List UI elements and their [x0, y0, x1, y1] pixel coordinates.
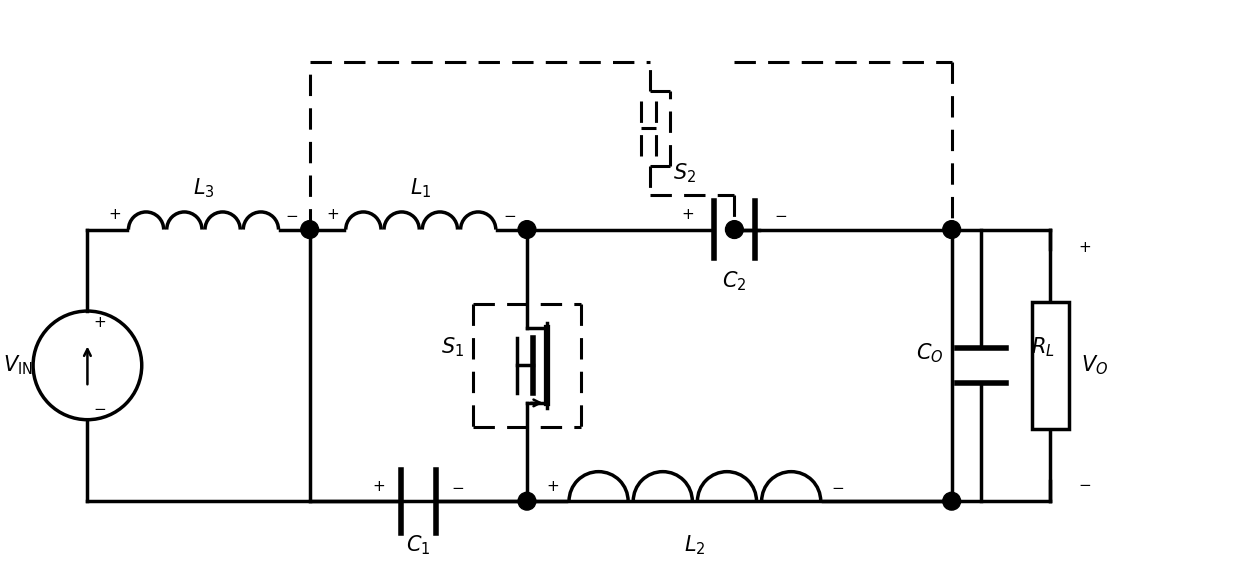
- Circle shape: [942, 493, 961, 510]
- Text: $-$: $-$: [774, 207, 787, 222]
- Text: $C_O$: $C_O$: [916, 342, 944, 365]
- Text: +: +: [93, 315, 105, 330]
- Text: $-$: $-$: [285, 207, 299, 222]
- Text: $C_2$: $C_2$: [722, 269, 746, 293]
- Circle shape: [942, 220, 961, 238]
- Circle shape: [518, 493, 536, 510]
- Text: +: +: [372, 479, 386, 494]
- Text: +: +: [547, 479, 559, 494]
- Text: $C_1$: $C_1$: [405, 534, 430, 558]
- Text: $-$: $-$: [502, 207, 516, 222]
- Text: $V_O$: $V_O$: [1081, 353, 1109, 377]
- Text: +: +: [682, 207, 694, 222]
- Text: $S_1$: $S_1$: [441, 336, 465, 360]
- Text: $L_3$: $L_3$: [192, 176, 215, 200]
- Text: $V_{\rm IN}$: $V_{\rm IN}$: [4, 353, 33, 377]
- Text: $-$: $-$: [831, 479, 843, 494]
- Text: $-$: $-$: [93, 401, 105, 415]
- Text: +: +: [326, 207, 339, 222]
- Circle shape: [725, 220, 743, 238]
- Text: $R_L$: $R_L$: [1030, 336, 1054, 360]
- Text: $-$: $-$: [451, 479, 465, 494]
- Text: +: +: [1079, 240, 1091, 255]
- Text: $L_2$: $L_2$: [684, 534, 706, 558]
- Text: $L_1$: $L_1$: [410, 176, 432, 200]
- Text: $-$: $-$: [1079, 476, 1091, 491]
- Circle shape: [518, 220, 536, 238]
- Text: +: +: [109, 207, 122, 222]
- Text: $S_2$: $S_2$: [673, 161, 697, 185]
- Bar: [1032, 302, 1069, 429]
- Circle shape: [301, 220, 319, 238]
